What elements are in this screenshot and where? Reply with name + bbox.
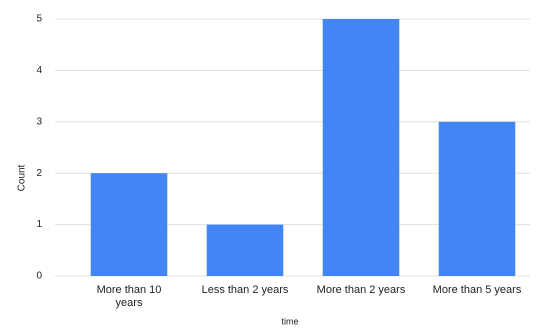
x-tick-label-box: More than 5 years [432,284,522,296]
y-tick-label: 4 [36,65,42,76]
y-tick-label: 0 [36,271,42,282]
bar [206,224,284,276]
x-tick-label: More than 2 years [316,284,406,296]
y-axis-label: Count [17,164,28,191]
bar [90,173,168,276]
x-tick-label: More than 5 years [432,284,522,296]
y-tick-label: 5 [36,14,42,25]
y-tick-label: 1 [36,219,42,230]
x-tick-label: Less than 2 years [201,284,289,296]
y-tick-label: 2 [36,168,42,179]
x-tick-label-box: Less than 2 years [201,284,289,296]
y-tick-label: 3 [36,116,42,127]
x-tick-label-box: More than 10 years [96,284,162,309]
x-axis-label: time [281,316,298,326]
bar [438,121,516,276]
x-tick-label: More than 10 years [96,284,162,309]
x-tick-label-box: More than 2 years [316,284,406,296]
bar [322,19,400,276]
